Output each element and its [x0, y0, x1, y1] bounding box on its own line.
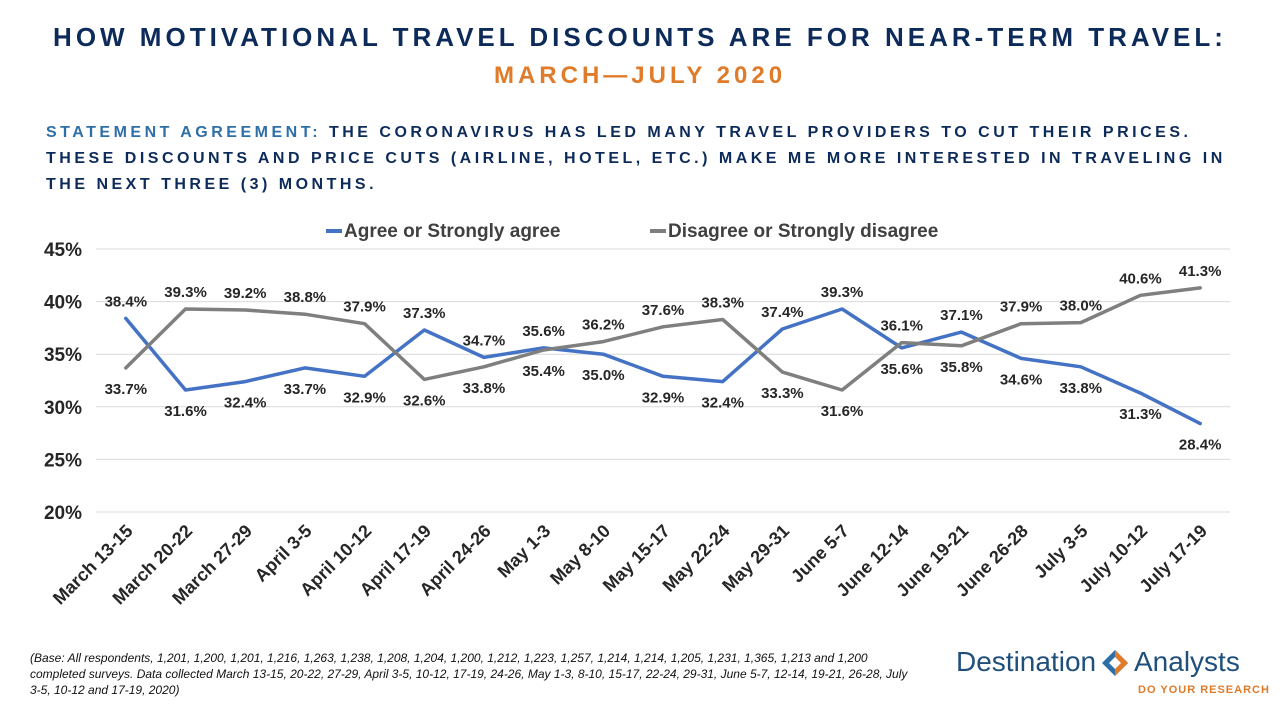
y-tick-label: 25%	[44, 450, 82, 471]
data-label: 32.9%	[642, 389, 685, 406]
data-label: 37.1%	[940, 307, 983, 324]
series-line-2	[124, 286, 1202, 392]
statement-body: THE CORONAVIRUS HAS LED MANY TRAVEL PROV…	[46, 124, 1226, 193]
chart-title: HOW MOTIVATIONAL TRAVEL DISCOUNTS ARE FO…	[53, 22, 1227, 52]
data-label: 37.9%	[1000, 299, 1043, 316]
data-label: 31.6%	[821, 403, 864, 420]
data-label: 33.8%	[1060, 380, 1103, 397]
company-logo: Destination Analysts DO YOUR RESEARCH	[956, 646, 1269, 706]
data-label: 35.6%	[880, 361, 923, 378]
y-tick-label: 20%	[44, 503, 82, 524]
data-label: 36.2%	[582, 317, 625, 334]
data-label: 35.0%	[582, 367, 625, 384]
data-label: 38.3%	[701, 294, 744, 311]
legend-label: Agree or Strongly agree	[344, 221, 560, 242]
data-label: 37.9%	[343, 299, 386, 316]
data-label: 31.3%	[1119, 406, 1162, 423]
data-label: 35.6%	[522, 323, 565, 340]
data-label: 32.4%	[701, 395, 744, 412]
data-label: 39.3%	[164, 284, 207, 301]
y-tick-label: 40%	[44, 293, 82, 314]
data-label: 32.9%	[343, 389, 386, 406]
y-tick-label: 30%	[44, 398, 82, 419]
data-label: 33.7%	[284, 381, 327, 398]
statement-text: STATEMENT AGREEMENT: THE CORONAVIRUS HAS…	[46, 120, 1226, 198]
logo-tagline: DO YOUR RESEARCH	[1138, 684, 1270, 696]
series-line-1	[124, 307, 1202, 426]
data-label: 39.3%	[821, 284, 864, 301]
y-tick-label: 35%	[44, 345, 82, 366]
data-label: 32.4%	[224, 395, 267, 412]
data-label: 34.6%	[1000, 371, 1043, 388]
data-label: 33.7%	[105, 381, 148, 398]
data-label: 37.6%	[642, 302, 685, 319]
x-tick-label: May 1-3	[494, 521, 555, 582]
data-label: 32.6%	[403, 392, 446, 409]
data-label: 38.0%	[1060, 298, 1103, 315]
diamond-logo-icon	[1102, 650, 1128, 676]
data-label: 38.4%	[105, 293, 148, 310]
logo-word-destination: Destination	[956, 646, 1097, 677]
footnote: (Base: All respondents, 1,201, 1,200, 1,…	[30, 651, 908, 697]
data-label: 37.3%	[403, 305, 446, 322]
data-label: 33.8%	[463, 380, 506, 397]
data-label: 37.4%	[761, 304, 804, 321]
data-label: 41.3%	[1179, 263, 1222, 280]
data-label: 35.8%	[940, 359, 983, 376]
data-label: 40.6%	[1119, 270, 1162, 287]
data-label: 34.7%	[463, 332, 506, 349]
data-label: 38.8%	[284, 289, 327, 306]
legend-label: Disagree or Strongly disagree	[668, 221, 938, 242]
chart-subtitle: MARCH—JULY 2020	[493, 62, 787, 89]
data-label: 31.6%	[164, 403, 207, 420]
data-label: 36.1%	[880, 318, 923, 335]
data-label: 35.4%	[522, 363, 565, 380]
data-label: 39.2%	[224, 285, 267, 302]
logo-word-analysts: Analysts	[1134, 646, 1240, 677]
statement-lead: STATEMENT AGREEMENT:	[46, 124, 322, 141]
y-tick-label: 45%	[44, 240, 82, 261]
x-tick-label: July 3-5	[1030, 521, 1092, 583]
data-label: 28.4%	[1179, 437, 1222, 454]
data-label: 33.3%	[761, 385, 804, 402]
